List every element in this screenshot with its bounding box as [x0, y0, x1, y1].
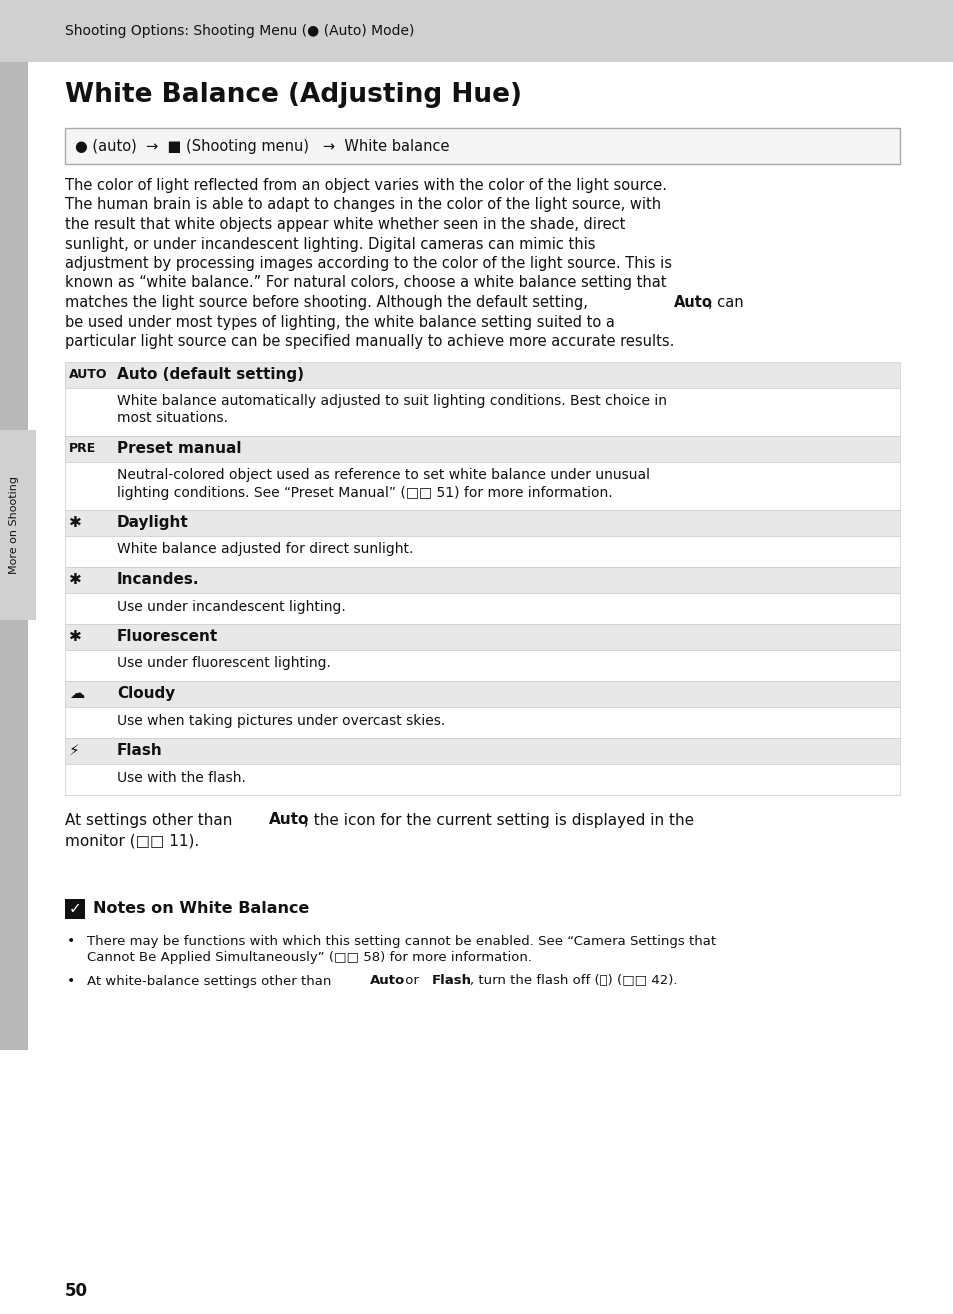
- Text: 50: 50: [65, 1282, 88, 1300]
- Text: , turn the flash off (Ⓡ) (□□ 42).: , turn the flash off (Ⓡ) (□□ 42).: [469, 975, 677, 988]
- Text: sunlight, or under incandescent lighting. Digital cameras can mimic this: sunlight, or under incandescent lighting…: [65, 237, 595, 251]
- Text: ✱: ✱: [69, 629, 82, 644]
- Text: ✱: ✱: [69, 572, 82, 587]
- Text: Flash: Flash: [431, 975, 471, 988]
- Text: known as “white balance.” For natural colors, choose a white balance setting tha: known as “white balance.” For natural co…: [65, 276, 666, 290]
- Text: , the icon for the current setting is displayed in the: , the icon for the current setting is di…: [304, 812, 694, 828]
- Text: Daylight: Daylight: [117, 515, 189, 530]
- Text: ☁: ☁: [69, 686, 84, 700]
- Bar: [0, 430, 36, 620]
- Bar: [65, 566, 899, 593]
- Text: There may be functions with which this setting cannot be enabled. See “Camera Se: There may be functions with which this s…: [87, 934, 716, 947]
- Text: PRE: PRE: [69, 442, 96, 455]
- Text: ⚡: ⚡: [69, 742, 80, 758]
- Bar: [65, 737, 899, 763]
- Bar: [65, 435, 899, 461]
- Text: matches the light source before shooting. Although the default setting,: matches the light source before shooting…: [65, 296, 592, 310]
- Text: adjustment by processing images according to the color of the light source. This: adjustment by processing images accordin…: [65, 256, 671, 271]
- Bar: [65, 388, 899, 435]
- Text: Incandes.: Incandes.: [117, 572, 199, 587]
- Text: Auto (default setting): Auto (default setting): [117, 367, 304, 382]
- Text: At white-balance settings other than: At white-balance settings other than: [87, 975, 335, 988]
- Text: More on Shooting: More on Shooting: [9, 476, 19, 574]
- Bar: [65, 624, 899, 649]
- Bar: [65, 361, 899, 388]
- Bar: [65, 461, 899, 510]
- Text: Flash: Flash: [117, 742, 163, 758]
- Text: Use under incandescent lighting.: Use under incandescent lighting.: [117, 599, 345, 614]
- Bar: [65, 536, 899, 566]
- Text: Preset manual: Preset manual: [117, 442, 241, 456]
- Text: ● (auto)  →  ■ (Shooting menu)   →  White balance: ● (auto) → ■ (Shooting menu) → White bal…: [75, 138, 449, 154]
- Text: Cloudy: Cloudy: [117, 686, 175, 700]
- Text: Cannot Be Applied Simultaneously” (□□ 58) for more information.: Cannot Be Applied Simultaneously” (□□ 58…: [87, 950, 532, 963]
- Text: White Balance (Adjusting Hue): White Balance (Adjusting Hue): [65, 81, 521, 108]
- Text: or: or: [400, 975, 422, 988]
- Bar: [65, 127, 899, 164]
- Text: White balance adjusted for direct sunlight.: White balance adjusted for direct sunlig…: [117, 543, 413, 557]
- Text: Auto: Auto: [269, 812, 309, 828]
- Text: the result that white objects appear white whether seen in the shade, direct: the result that white objects appear whi…: [65, 217, 625, 233]
- Bar: [65, 899, 85, 918]
- Text: At settings other than: At settings other than: [65, 812, 237, 828]
- Text: , can: , can: [707, 296, 742, 310]
- Bar: [65, 593, 899, 624]
- Text: be used under most types of lighting, the white balance setting suited to a: be used under most types of lighting, th…: [65, 314, 615, 330]
- Text: Auto: Auto: [370, 975, 405, 988]
- Text: The color of light reflected from an object varies with the color of the light s: The color of light reflected from an obj…: [65, 177, 666, 193]
- Text: lighting conditions. See “Preset Manual” (□□ 51) for more information.: lighting conditions. See “Preset Manual”…: [117, 485, 612, 499]
- Bar: [0, 62, 28, 1050]
- Text: ✓: ✓: [69, 901, 81, 916]
- Text: Use under fluorescent lighting.: Use under fluorescent lighting.: [117, 657, 331, 670]
- Text: Auto: Auto: [673, 296, 712, 310]
- Text: •: •: [67, 934, 75, 949]
- Text: Shooting Options: Shooting Menu (● (Auto) Mode): Shooting Options: Shooting Menu (● (Auto…: [65, 24, 414, 38]
- Text: Notes on White Balance: Notes on White Balance: [92, 901, 309, 916]
- Text: Use with the flash.: Use with the flash.: [117, 770, 246, 784]
- Text: ✱: ✱: [69, 515, 82, 530]
- Bar: [65, 681, 899, 707]
- Text: Use when taking pictures under overcast skies.: Use when taking pictures under overcast …: [117, 714, 445, 728]
- Text: White balance automatically adjusted to suit lighting conditions. Best choice in: White balance automatically adjusted to …: [117, 394, 666, 409]
- Text: •: •: [67, 975, 75, 988]
- Text: monitor (□□ 11).: monitor (□□ 11).: [65, 833, 199, 848]
- Text: Neutral-colored object used as reference to set white balance under unusual: Neutral-colored object used as reference…: [117, 469, 649, 482]
- Text: most situations.: most situations.: [117, 411, 228, 426]
- Text: AUTO: AUTO: [69, 368, 108, 381]
- Text: Fluorescent: Fluorescent: [117, 629, 218, 644]
- Text: particular light source can be specified manually to achieve more accurate resul: particular light source can be specified…: [65, 334, 674, 350]
- Bar: [65, 649, 899, 681]
- Bar: [65, 707, 899, 737]
- Bar: [65, 763, 899, 795]
- Bar: [65, 510, 899, 536]
- Text: The human brain is able to adapt to changes in the color of the light source, wi: The human brain is able to adapt to chan…: [65, 197, 660, 213]
- Bar: [0, 0, 953, 62]
